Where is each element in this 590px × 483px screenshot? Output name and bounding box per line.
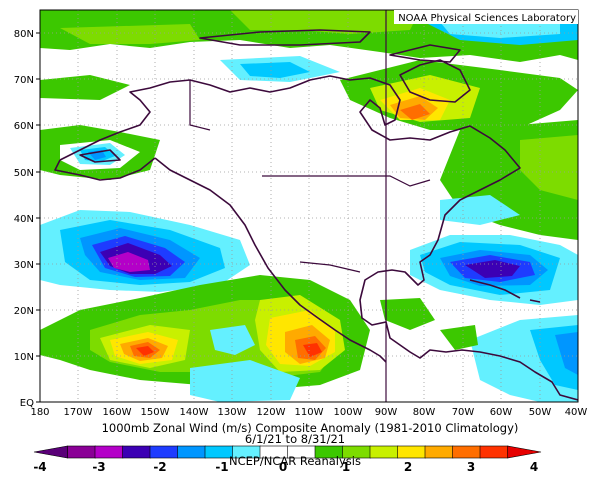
lon-label: 60W [490, 407, 513, 418]
lon-label: 50W [529, 407, 552, 418]
colorbar-tick-label: 0 [279, 460, 287, 474]
figure-title: 1000mb Zonal Wind (m/s) Composite Anomal… [102, 421, 519, 435]
anomaly-field [40, 10, 578, 402]
colorbar-swatch [177, 445, 206, 459]
plot-frame [39, 9, 579, 403]
lon-label: 140W [180, 407, 209, 418]
lon-label: 90W [375, 407, 398, 418]
colorbar-swatch [369, 445, 399, 459]
coastlines [54, 29, 578, 401]
colorbar-swatch [452, 445, 481, 459]
colorbar-swatch [149, 445, 179, 459]
graticule [40, 10, 578, 402]
lon-label: 150W [141, 407, 170, 418]
colorbar-tick-label: -4 [33, 460, 46, 474]
colorbar-swatch [479, 445, 509, 459]
lon-label: 70W [452, 407, 475, 418]
lat-label: 50N [14, 168, 34, 179]
lat-label: 30N [14, 260, 34, 271]
colorbar-swatch [122, 445, 151, 459]
lon-label: 180 [30, 407, 49, 418]
colorbar-labels: -4 -3 -2 -1 0 1 2 3 4 [33, 460, 538, 474]
lon-label: 130W [218, 407, 247, 418]
lat-label: 80N [14, 29, 34, 40]
colorbar-swatch [94, 445, 124, 459]
lon-label: 100W [334, 407, 363, 418]
lat-label: EQ [20, 398, 34, 409]
colorbar-tick-label: -3 [92, 460, 105, 474]
lon-label: 40W [565, 407, 588, 418]
longitude-labels: 180 170W 160W 150W 140W 130W 120W 110W 1… [30, 407, 587, 418]
colorbar-swatch [33, 445, 68, 459]
lon-label: 160W [103, 407, 132, 418]
lon-label: 120W [257, 407, 286, 418]
lat-label: 60N [14, 121, 34, 132]
colorbar-swatch [424, 445, 454, 459]
lat-label: 40N [14, 214, 34, 225]
tick-marks [36, 32, 40, 403]
colorbar-tick-label: 1 [342, 460, 350, 474]
date-range: 6/1/21 to 8/31/21 [245, 432, 345, 446]
colorbar-tick-label: -2 [153, 460, 166, 474]
colorbar-swatch [67, 445, 96, 459]
source-label: NCEP/NCAR Reanalysis [229, 454, 361, 468]
lat-label: 20N [14, 306, 34, 317]
latitude-labels: 80N 70N 60N 50N 40N 30N 20N 10N EQ [14, 29, 34, 409]
colorbar [33, 445, 542, 459]
colorbar-tick-label: 2 [404, 460, 412, 474]
lon-label: 110W [295, 407, 324, 418]
colorbar-swatch [507, 445, 542, 459]
lat-label: 70N [14, 75, 34, 86]
lon-label: 170W [64, 407, 93, 418]
borders [189, 10, 431, 402]
lat-label: 10N [14, 352, 34, 363]
colorbar-tick-label: 3 [467, 460, 475, 474]
colorbar-swatch [397, 445, 426, 459]
credit-label: NOAA Physical Sciences Laboratory [398, 13, 576, 24]
colorbar-tick-label: 4 [530, 460, 538, 474]
colorbar-tick-label: -1 [215, 460, 228, 474]
lon-label: 80W [413, 407, 436, 418]
